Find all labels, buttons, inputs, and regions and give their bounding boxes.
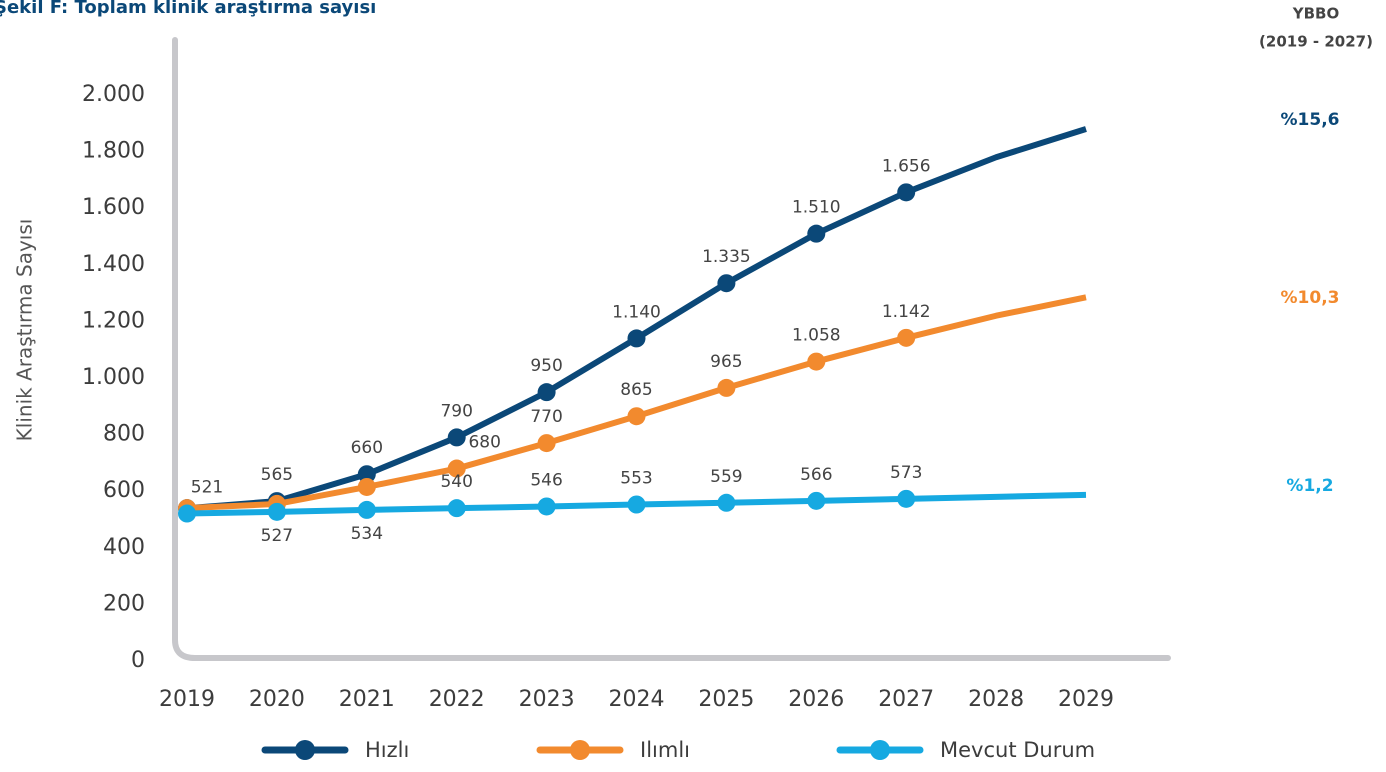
point	[627, 495, 646, 514]
data-label: 559	[710, 467, 742, 487]
data-label: 540	[440, 472, 472, 492]
point	[717, 493, 736, 512]
x-tick-label: 2024	[609, 687, 665, 712]
data-label: 565	[261, 465, 293, 485]
x-tick-label: 2028	[968, 687, 1024, 712]
point	[357, 477, 376, 496]
data-label: 865	[620, 380, 652, 400]
point	[807, 224, 826, 243]
point	[897, 183, 916, 202]
point	[537, 497, 556, 516]
data-label: 521	[191, 478, 223, 498]
data-label: 950	[530, 356, 562, 376]
ybbo-value: %10,3	[1281, 288, 1340, 308]
x-tick-label: 2029	[1058, 687, 1114, 712]
point	[897, 489, 916, 508]
data-label: 553	[620, 469, 652, 489]
point	[717, 378, 736, 397]
legend-label: Ilımlı	[640, 738, 690, 762]
point	[807, 352, 826, 371]
point	[897, 328, 916, 347]
data-label: 527	[261, 526, 293, 546]
legend-label: Hızlı	[365, 738, 409, 762]
y-tick-label: 1.600	[82, 195, 145, 220]
y-tick-label: 200	[103, 591, 145, 616]
data-label: 1.058	[792, 326, 841, 346]
data-label: 566	[800, 465, 832, 485]
data-label: 534	[351, 524, 383, 544]
y-tick-label: 1.800	[82, 139, 145, 164]
data-label: 660	[351, 438, 383, 458]
ybbo-title: YBBO	[1292, 5, 1339, 23]
legend-label: Mevcut Durum	[940, 738, 1095, 762]
point	[447, 428, 466, 447]
data-label: 1.335	[702, 247, 751, 267]
point	[178, 504, 196, 523]
y-tick-label: 1.000	[82, 365, 145, 390]
y-tick-label: 600	[103, 478, 145, 503]
x-tick-label: 2021	[339, 687, 395, 712]
data-label: 965	[710, 352, 742, 372]
data-label: 1.142	[882, 302, 931, 322]
data-label: 573	[890, 463, 922, 483]
point	[627, 407, 646, 426]
data-label: 546	[530, 470, 562, 490]
point	[267, 502, 286, 521]
ybbo-period: (2019 - 2027)	[1259, 33, 1373, 51]
x-tick-label: 2022	[429, 687, 485, 712]
y-tick-label: 1.400	[82, 252, 145, 277]
ybbo-value: %1,2	[1286, 476, 1333, 496]
x-tick-label: 2026	[788, 687, 844, 712]
chart-title: Şekil F: Toplam klinik araştırma sayısı	[0, 0, 376, 18]
legend-marker	[870, 740, 890, 760]
y-axis-label: Klinik Araştırma Sayısı	[13, 219, 37, 442]
point	[627, 329, 646, 348]
point	[447, 459, 466, 478]
data-label: 1.656	[882, 156, 931, 176]
point	[447, 499, 466, 518]
x-tick-label: 2027	[878, 687, 934, 712]
legend-marker	[570, 740, 590, 760]
point	[537, 434, 556, 453]
ybbo-value: %15,6	[1281, 110, 1340, 130]
data-label: 790	[440, 401, 472, 421]
y-tick-label: 2.000	[82, 82, 145, 107]
point	[537, 383, 556, 402]
point	[357, 465, 376, 484]
data-label: 680	[468, 433, 500, 453]
x-tick-label: 2023	[519, 687, 575, 712]
point	[807, 491, 826, 510]
y-tick-label: 0	[131, 648, 145, 673]
data-label: 770	[530, 407, 562, 427]
x-tick-label: 2020	[249, 687, 305, 712]
axis	[172, 37, 1171, 661]
data-label: 1.510	[792, 198, 841, 218]
x-tick-label: 2025	[698, 687, 754, 712]
y-tick-label: 400	[103, 535, 145, 560]
x-tick-label: 2019	[159, 687, 215, 712]
point	[357, 500, 376, 519]
legend-marker	[295, 740, 315, 760]
point	[717, 274, 736, 293]
y-tick-label: 800	[103, 422, 145, 447]
y-tick-label: 1.200	[82, 308, 145, 333]
data-label: 1.140	[612, 302, 661, 322]
